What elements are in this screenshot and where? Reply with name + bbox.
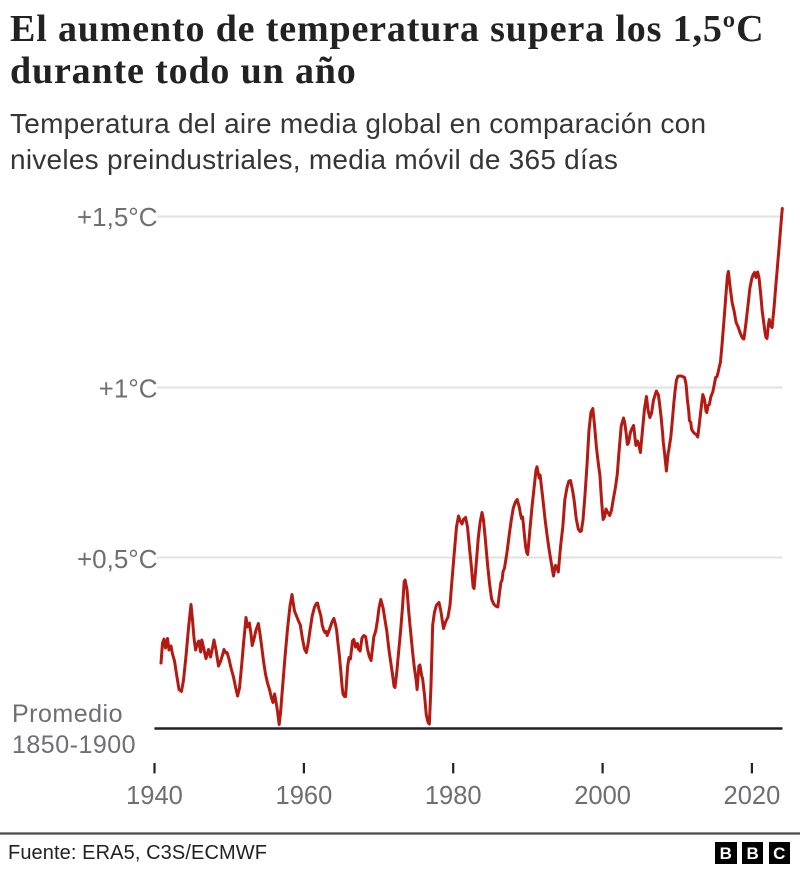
svg-text:1960: 1960 [276, 782, 333, 810]
svg-text:1850-1900: 1850-1900 [12, 731, 136, 759]
svg-text:+0,5°C: +0,5°C [77, 544, 158, 574]
svg-text:+1°C: +1°C [99, 373, 158, 403]
svg-text:1940: 1940 [126, 782, 183, 810]
svg-text:2000: 2000 [574, 782, 631, 810]
svg-text:+1,5°C: +1,5°C [77, 202, 158, 232]
svg-text:1980: 1980 [425, 782, 482, 810]
svg-text:Promedio: Promedio [12, 700, 123, 728]
svg-text:2020: 2020 [724, 782, 781, 810]
